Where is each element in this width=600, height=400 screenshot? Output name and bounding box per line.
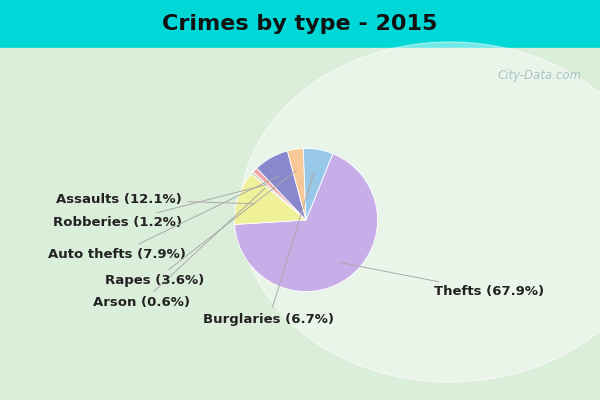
Text: Arson (0.6%): Arson (0.6%) [94,188,265,309]
Wedge shape [235,174,306,224]
Text: Robberies (1.2%): Robberies (1.2%) [53,185,266,229]
Wedge shape [287,148,306,220]
Wedge shape [251,172,306,220]
Text: Crimes by type - 2015: Crimes by type - 2015 [163,14,437,34]
Wedge shape [235,154,377,292]
Text: Burglaries (6.7%): Burglaries (6.7%) [203,172,334,326]
Wedge shape [257,151,306,220]
Bar [0,0,600,48]
Bar [0,48,600,400]
Text: Rapes (3.6%): Rapes (3.6%) [105,171,296,287]
Text: City-Data.com: City-Data.com [498,70,582,82]
Ellipse shape [240,42,600,382]
Wedge shape [253,168,306,220]
Text: Assaults (12.1%): Assaults (12.1%) [56,193,254,206]
Wedge shape [304,148,333,220]
Text: Thefts (67.9%): Thefts (67.9%) [339,262,544,298]
Text: Auto thefts (7.9%): Auto thefts (7.9%) [49,176,278,261]
